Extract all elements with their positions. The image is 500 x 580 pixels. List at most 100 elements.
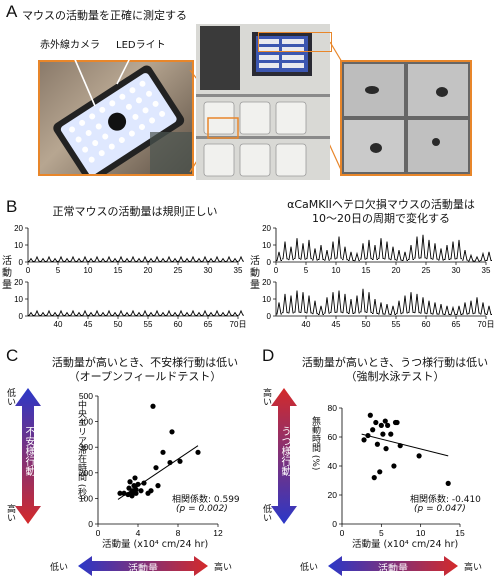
activity-day [178,309,184,316]
x-tick-label: 30 [452,266,461,275]
panel-c-letter: C [6,346,19,365]
panel-b-letter: B [6,197,18,216]
activity-day [238,255,244,262]
activity-day [414,236,420,259]
data-point [391,463,397,469]
activity-day [384,241,390,260]
data-point [370,427,376,433]
activity-day [444,244,450,260]
y-tick-label: 400 [79,417,93,427]
activity-day [190,255,196,262]
panel-a-letter: A [6,2,18,21]
activity-day [136,257,142,262]
activity-day [88,257,94,262]
activity-day [360,288,366,313]
x-tick-label: 45 [332,320,341,329]
activity-day [330,241,336,260]
activity-day [46,309,52,316]
panel-c-ylabel: 中央エリア滞在時間 (秒) [76,400,86,500]
x-tick-label: 8 [176,528,181,538]
activity-day [136,311,142,316]
panel-c-side-label: 不安様行動 [23,426,34,476]
x-tick-label: 0 [274,266,279,275]
activity-day [196,311,202,316]
activity-day [366,239,372,260]
data-point [394,419,400,426]
activity-day [432,243,438,260]
data-point [126,485,132,491]
x-tick-label: 20 [144,266,153,275]
activity-day [456,239,462,260]
activity-day [372,298,378,314]
activity-day [76,257,82,262]
y-tick-label: 20 [328,490,338,500]
activity-day [474,255,480,262]
activity-day [306,239,312,260]
y-tick-label: 20 [14,278,23,287]
activity-day [390,305,396,315]
x-tick-label: 35 [234,266,243,275]
y-tick-label: 0 [19,312,24,321]
activity-day [130,309,136,316]
activity-day [318,244,324,260]
x-tick-label: 5 [56,266,61,275]
activity-day [456,305,462,315]
panel-a-title: マウスの活動量を正確に測定する [22,9,187,22]
activity-day [94,255,100,262]
activity-day [178,255,184,262]
activity-day [294,238,300,259]
data-point [385,422,391,428]
x-tick-label: 5 [379,528,384,538]
y-tick-label: 10 [262,241,271,250]
panel-c-side-arrow [15,388,41,524]
activity-day [468,253,474,262]
x-tick-label: 20 [392,266,401,275]
panel-b-ylabel-right: 活動量 [250,256,260,291]
panel-c-chart: 0 100 200 300 400 500 0 4 8 12 [79,391,223,538]
activity-day [348,251,354,261]
data-point [148,488,154,494]
y-tick-label: 10 [14,295,23,304]
data-point [445,480,451,486]
activity-day [420,297,426,314]
data-point [195,449,201,455]
activity-day [486,305,492,315]
activity-day [124,257,130,262]
activity-day [354,295,360,314]
activity-day [166,255,172,262]
activity-day [112,311,118,316]
activity-day [232,311,238,316]
data-point [117,490,123,496]
x-tick-label: 10 [332,266,341,275]
y-tick-label: 0 [267,258,272,267]
activity-day [396,300,402,315]
activity-day [64,311,70,316]
activity-day [360,243,366,260]
activity-day [70,255,76,262]
activity-day [184,311,190,316]
activity-day [378,238,384,259]
activity-day [232,257,238,262]
data-point [138,488,144,494]
activity-day [76,311,82,316]
x-tick-label: 60 [422,320,431,329]
data-point [169,429,175,435]
panel-b-right-title-1: αCaMKIIヘテロ欠損マウスの活動量は [287,198,475,211]
activity-day [300,243,306,260]
activity-day [372,244,378,260]
activity-day [142,255,148,262]
activity-day [402,295,408,314]
activity-day [396,250,402,261]
activity-day [220,257,226,262]
activity-day [426,239,432,260]
activity-day [276,302,282,315]
activity-day [28,257,34,262]
activity-day [468,300,474,315]
panel-d-stats-2: (p = 0.047) [414,504,466,514]
y-tick-label: 200 [79,468,93,478]
data-point [367,412,373,418]
data-point [155,483,161,489]
data-point [371,475,377,481]
activity-day [300,292,306,313]
activity-day [100,257,106,262]
